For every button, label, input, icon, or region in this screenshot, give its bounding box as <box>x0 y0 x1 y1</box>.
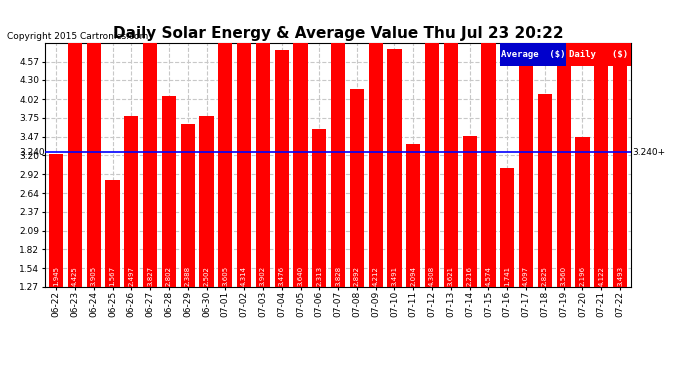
Bar <box>143 26 157 287</box>
Bar <box>519 7 533 287</box>
Text: 4.097: 4.097 <box>523 266 529 285</box>
Text: Daily   ($): Daily ($) <box>569 50 628 59</box>
Text: 4.425: 4.425 <box>72 266 78 285</box>
Bar <box>181 124 195 287</box>
Text: 3.476: 3.476 <box>279 266 285 285</box>
Bar <box>557 44 571 287</box>
Bar <box>444 40 458 287</box>
Bar <box>199 116 214 287</box>
Text: 3.240: 3.240 <box>19 148 44 157</box>
Text: 4.122: 4.122 <box>598 266 604 285</box>
Text: 2.497: 2.497 <box>128 266 135 285</box>
Text: 2.216: 2.216 <box>466 266 473 285</box>
Bar <box>500 168 514 287</box>
Text: 3.828: 3.828 <box>335 266 341 285</box>
Text: 3.640: 3.640 <box>297 266 304 285</box>
Bar <box>68 0 82 287</box>
Text: 3.902: 3.902 <box>260 266 266 285</box>
Text: 2.094: 2.094 <box>411 266 416 285</box>
Bar <box>350 89 364 287</box>
Text: 2.388: 2.388 <box>185 266 190 285</box>
Text: 4.308: 4.308 <box>429 266 435 285</box>
Bar <box>388 48 402 287</box>
Text: 4.314: 4.314 <box>241 266 247 285</box>
Bar <box>538 94 552 287</box>
Text: 3.827: 3.827 <box>147 266 153 285</box>
Bar <box>594 5 609 287</box>
Bar <box>331 26 345 287</box>
Text: 4.574: 4.574 <box>486 266 491 285</box>
Bar <box>87 20 101 287</box>
Bar <box>425 0 439 287</box>
Text: 3.560: 3.560 <box>561 266 566 285</box>
Text: 3.905: 3.905 <box>90 266 97 285</box>
Text: 1.945: 1.945 <box>53 266 59 285</box>
Bar <box>218 41 233 287</box>
Bar <box>575 137 589 287</box>
Text: 2.196: 2.196 <box>580 266 586 285</box>
Bar <box>462 136 477 287</box>
Bar <box>237 0 251 287</box>
Bar <box>49 154 63 287</box>
Text: 1.567: 1.567 <box>110 266 115 285</box>
Text: 2.313: 2.313 <box>316 266 322 285</box>
Text: Average  ($): Average ($) <box>501 50 565 59</box>
Bar <box>256 21 270 287</box>
Text: 3.605: 3.605 <box>222 266 228 285</box>
Text: 2.825: 2.825 <box>542 266 548 285</box>
Bar <box>275 50 288 287</box>
Bar <box>368 0 383 287</box>
Bar <box>124 116 139 287</box>
Text: 2.892: 2.892 <box>354 266 360 285</box>
Text: 4.212: 4.212 <box>373 266 379 285</box>
Text: 3.491: 3.491 <box>391 266 397 285</box>
Bar <box>613 48 627 287</box>
Text: 2.502: 2.502 <box>204 266 210 285</box>
Text: 2.802: 2.802 <box>166 266 172 285</box>
Text: Copyright 2015 Cartronics.com: Copyright 2015 Cartronics.com <box>7 32 148 41</box>
Bar <box>106 180 119 287</box>
Bar <box>313 129 326 287</box>
Title: Daily Solar Energy & Average Value Thu Jul 23 20:22: Daily Solar Energy & Average Value Thu J… <box>112 26 564 40</box>
Text: 3.493: 3.493 <box>617 266 623 285</box>
Bar <box>482 0 495 287</box>
Text: 1.741: 1.741 <box>504 266 511 285</box>
Bar <box>406 144 420 287</box>
Bar <box>162 96 176 287</box>
Text: 3.240+: 3.240+ <box>632 148 665 157</box>
Text: 3.621: 3.621 <box>448 266 454 285</box>
Bar <box>293 38 308 287</box>
